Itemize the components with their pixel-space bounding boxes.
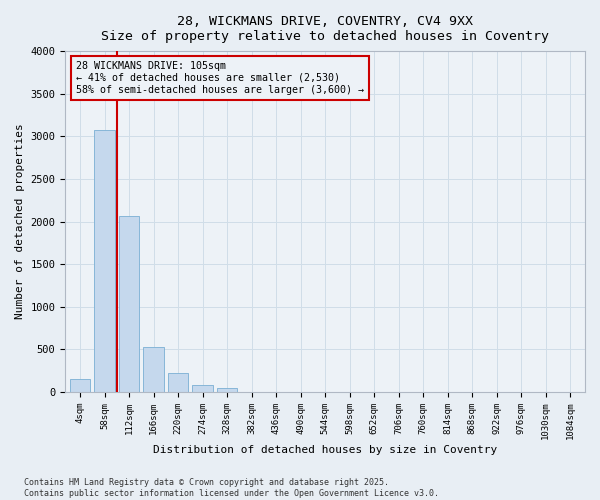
Y-axis label: Number of detached properties: Number of detached properties — [15, 124, 25, 320]
Bar — [119, 216, 139, 392]
Title: 28, WICKMANS DRIVE, COVENTRY, CV4 9XX
Size of property relative to detached hous: 28, WICKMANS DRIVE, COVENTRY, CV4 9XX Si… — [101, 15, 549, 43]
X-axis label: Distribution of detached houses by size in Coventry: Distribution of detached houses by size … — [153, 445, 497, 455]
Bar — [192, 386, 213, 392]
Text: 28 WICKMANS DRIVE: 105sqm
← 41% of detached houses are smaller (2,530)
58% of se: 28 WICKMANS DRIVE: 105sqm ← 41% of detac… — [76, 62, 364, 94]
Bar — [94, 130, 115, 392]
Bar — [167, 374, 188, 392]
Text: Contains HM Land Registry data © Crown copyright and database right 2025.
Contai: Contains HM Land Registry data © Crown c… — [24, 478, 439, 498]
Bar — [70, 380, 91, 392]
Bar — [143, 347, 164, 392]
Bar — [217, 388, 238, 392]
